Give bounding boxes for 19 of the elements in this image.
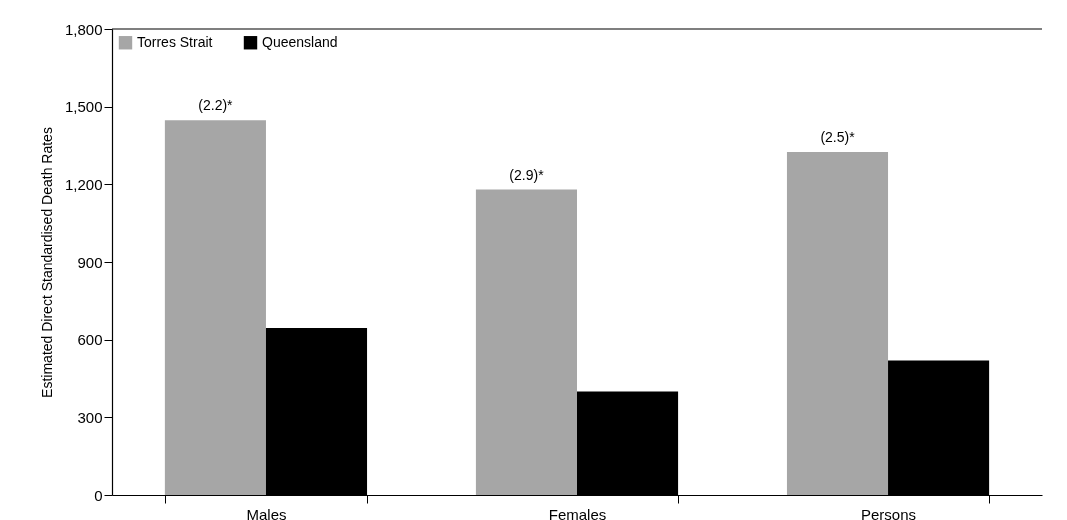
- y-tick-label: 1,500: [64, 98, 103, 116]
- y-tick-label: 600: [77, 331, 103, 349]
- y-tick-label: 300: [77, 408, 103, 426]
- y-tick-label: 1,200: [64, 175, 103, 193]
- annotation: (2.2)*: [198, 97, 234, 114]
- legend-label: Torres Strait: [137, 33, 213, 50]
- legend-label: Queensland: [262, 33, 338, 50]
- y-tick-label: 900: [77, 253, 103, 271]
- x-tick-label: Males: [246, 505, 287, 520]
- x-tick-label: Persons: [861, 505, 917, 520]
- y-tick-label: 1,800: [64, 20, 103, 38]
- bar: [786, 151, 889, 495]
- y-axis-title: Estimated Direct Standardised Death Rates: [38, 127, 55, 398]
- bar: [164, 120, 266, 495]
- y-tick-label: 0: [94, 486, 103, 504]
- x-tick-label: Females: [548, 505, 607, 520]
- bar: [475, 189, 577, 495]
- annotation: (2.9)*: [509, 166, 545, 183]
- annotation: (2.5)*: [820, 128, 856, 145]
